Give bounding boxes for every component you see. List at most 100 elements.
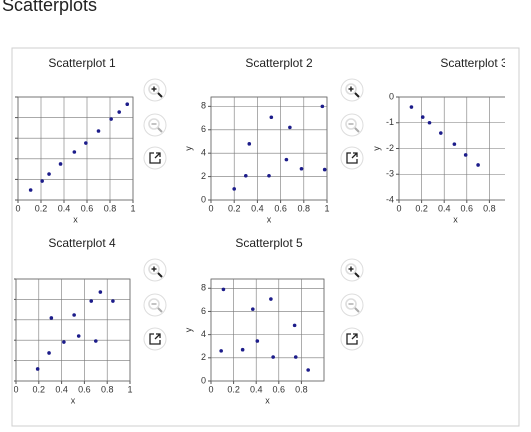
point (76, 334, 81, 338)
point (320, 104, 325, 109)
point (98, 290, 103, 294)
x-tick-label: 0.6 (274, 203, 287, 213)
point (94, 339, 98, 343)
x-tick-label: 0 (396, 203, 401, 213)
panel-border (11, 47, 520, 427)
chart-title: Scatterplot 4 (48, 236, 116, 250)
point (420, 115, 425, 119)
x-tick-label: 0.4 (55, 384, 68, 394)
x-axis-label: x (267, 214, 272, 224)
point (299, 166, 304, 171)
y-tick-label: -1 (386, 117, 394, 127)
x-tick-label: 0.8 (101, 384, 114, 394)
point (221, 287, 226, 292)
x-tick-label: 0.4 (251, 203, 264, 213)
x-tick-label: 0.8 (298, 203, 311, 213)
point (219, 349, 223, 353)
y-tick-label: 2 (201, 171, 206, 181)
page-heading: Scatterplots (2, 0, 97, 15)
zoom-out-button[interactable] (143, 293, 167, 317)
point (244, 173, 248, 178)
point (240, 347, 245, 352)
point (306, 368, 310, 372)
chart-title: Scatterplot 5 (235, 236, 303, 250)
y-tick-label: 10 (3, 91, 13, 101)
point (288, 125, 292, 130)
zoom-out-button[interactable] (340, 293, 364, 317)
zoom-in-button[interactable] (340, 258, 364, 282)
x-tick-label: 0.4 (438, 203, 451, 213)
point (84, 141, 88, 145)
plot-frame (17, 96, 134, 201)
chart: Scatterplot 5 0 0.2 0.4 0.6 0.8 0 2 4 6 8 x y (183, 236, 325, 405)
open-button[interactable] (340, 146, 364, 170)
point (109, 117, 113, 121)
chart: Scatterplot 3 0 0.2 0.4 0.6 0.8 1 0 -1 -2 -3 -4 x y (371, 56, 514, 224)
point (72, 313, 76, 317)
point (58, 162, 63, 166)
point (125, 102, 130, 107)
y-tick-label: 4 (201, 148, 206, 158)
y-tick-label: 10 (1, 273, 11, 283)
x-tick-label: 0 (13, 384, 18, 394)
chart: Scatterplot 2 0 0.2 0.4 0.6 0.8 1 0 2 4 6 8 x y (183, 56, 329, 224)
zoom-out-button[interactable] (143, 113, 167, 137)
chart-title: Scatterplot 1 (48, 56, 116, 70)
y-tick-label: 0 (201, 194, 206, 204)
y-axis-label: y (183, 327, 193, 332)
point (47, 172, 51, 176)
y-tick-label: 8 (201, 101, 206, 111)
point (439, 131, 443, 135)
point (251, 307, 255, 311)
x-tick-label: 0.4 (58, 203, 71, 213)
y-tick-label: 2 (201, 352, 206, 362)
x-tick-label: 0.8 (295, 384, 308, 394)
y-tick-label: 0 (6, 375, 11, 385)
point (232, 187, 236, 191)
x-tick-label: 0.6 (78, 384, 91, 394)
point (267, 173, 271, 178)
y-axis-label: y (371, 146, 381, 151)
point (427, 120, 432, 125)
point (463, 153, 468, 157)
point (72, 150, 77, 154)
point (247, 142, 252, 146)
open-button[interactable] (143, 327, 167, 351)
x-tick-label: 1 (509, 203, 514, 213)
y-tick-label: 2 (6, 355, 11, 365)
open-button[interactable] (340, 327, 364, 351)
x-tick-label: 0.4 (250, 384, 263, 394)
x-tick-label: 0.6 (461, 203, 474, 213)
x-tick-label: 0.6 (81, 203, 94, 213)
y-tick-label: 8 (6, 294, 11, 304)
point (117, 110, 121, 114)
chart-title: Scatterplot 2 (245, 56, 313, 70)
point (322, 167, 327, 172)
y-tick-label: 6 (6, 314, 11, 324)
zoom-in-button[interactable] (340, 78, 364, 102)
zoom-in-button[interactable] (143, 78, 167, 102)
x-tick-label: 0.2 (415, 203, 428, 213)
point (111, 299, 115, 303)
point (292, 323, 297, 328)
y-tick-label: -2 (386, 143, 394, 153)
point (293, 355, 298, 359)
point (476, 163, 480, 167)
x-tick-label: 0.2 (228, 203, 241, 213)
point (89, 299, 94, 303)
zoom-out-button[interactable] (340, 113, 364, 137)
chart-title: Scatterplot 3 (440, 56, 508, 70)
point (35, 367, 40, 371)
open-button[interactable] (143, 146, 167, 170)
point (269, 297, 273, 301)
charts: Scatterplot 10 0.2 0.4 0.6 0.8 10246810xScatt… (1, 56, 514, 405)
zoom-in-button[interactable] (143, 258, 167, 282)
x-tick-label: 1 (127, 384, 132, 394)
point (452, 142, 457, 146)
y-tick-label: 4 (201, 329, 206, 339)
x-tick-label: 1 (324, 203, 329, 213)
